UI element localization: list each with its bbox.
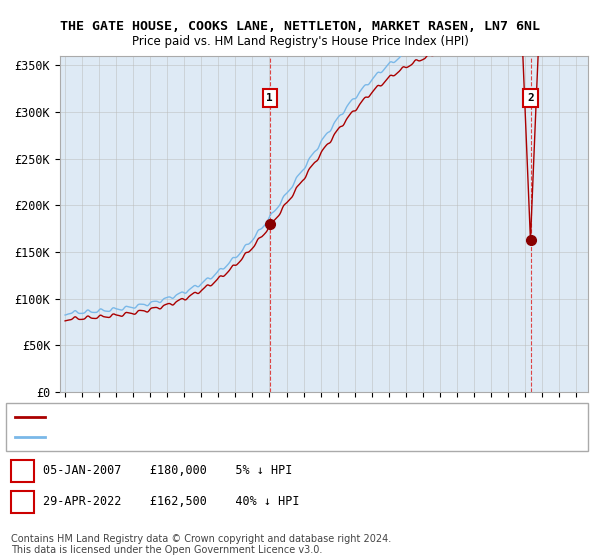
Text: 05-JAN-2007    £180,000    5% ↓ HPI: 05-JAN-2007 £180,000 5% ↓ HPI [43, 464, 293, 478]
Text: Contains HM Land Registry data © Crown copyright and database right 2024.: Contains HM Land Registry data © Crown c… [11, 534, 391, 544]
Text: HPI: Average price, detached house, West Lindsey: HPI: Average price, detached house, West… [49, 432, 349, 442]
Text: This data is licensed under the Open Government Licence v3.0.: This data is licensed under the Open Gov… [11, 545, 322, 555]
Text: Price paid vs. HM Land Registry's House Price Index (HPI): Price paid vs. HM Land Registry's House … [131, 35, 469, 48]
Text: 29-APR-2022    £162,500    40% ↓ HPI: 29-APR-2022 £162,500 40% ↓ HPI [43, 495, 300, 508]
Text: 1: 1 [19, 464, 26, 478]
Text: THE GATE HOUSE, COOKS LANE, NETTLETON, MARKET RASEN, LN7 6NL: THE GATE HOUSE, COOKS LANE, NETTLETON, M… [60, 20, 540, 32]
Text: 1: 1 [266, 93, 273, 103]
Text: 2: 2 [19, 495, 26, 508]
Text: 2: 2 [527, 93, 534, 103]
Text: THE GATE HOUSE, COOKS LANE, NETTLETON, MARKET RASEN, LN7 6NL (detached house: THE GATE HOUSE, COOKS LANE, NETTLETON, M… [49, 412, 524, 422]
